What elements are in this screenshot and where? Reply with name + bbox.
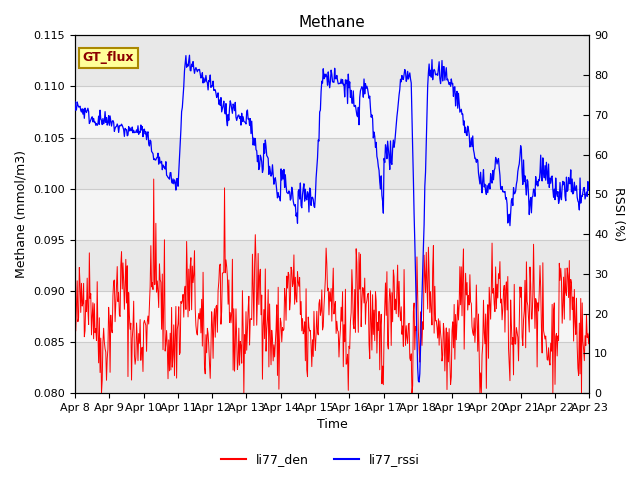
li77_rssi bbox=[186, 52, 193, 58]
li77_rssi bbox=[415, 379, 423, 385]
Bar bbox=[75, 240, 589, 291]
li77_rssi bbox=[586, 186, 593, 192]
Y-axis label: RSSI (%): RSSI (%) bbox=[612, 187, 625, 241]
Y-axis label: Methane (mmol/m3): Methane (mmol/m3) bbox=[15, 150, 28, 278]
Line: li77_den: li77_den bbox=[75, 179, 589, 393]
li77_rssi bbox=[396, 92, 403, 98]
li77_den bbox=[586, 330, 593, 336]
li77_rssi bbox=[186, 68, 194, 73]
X-axis label: Time: Time bbox=[317, 419, 348, 432]
li77_rssi bbox=[214, 93, 221, 98]
li77_den bbox=[187, 255, 195, 261]
Bar bbox=[75, 36, 589, 86]
Legend: li77_den, li77_rssi: li77_den, li77_rssi bbox=[216, 448, 424, 471]
Line: li77_rssi: li77_rssi bbox=[75, 55, 589, 382]
li77_den bbox=[134, 358, 142, 363]
li77_den bbox=[411, 347, 419, 353]
li77_rssi bbox=[71, 99, 79, 105]
li77_den bbox=[98, 390, 106, 396]
li77_den bbox=[214, 288, 222, 293]
Bar bbox=[75, 138, 589, 189]
Bar bbox=[75, 342, 589, 393]
li77_den bbox=[396, 308, 404, 313]
li77_den bbox=[150, 176, 157, 182]
li77_den bbox=[71, 315, 79, 321]
li77_rssi bbox=[410, 211, 418, 217]
li77_rssi bbox=[133, 130, 141, 135]
Title: Methane: Methane bbox=[299, 15, 365, 30]
Text: GT_flux: GT_flux bbox=[83, 51, 134, 64]
li77_den bbox=[81, 334, 88, 340]
li77_rssi bbox=[81, 115, 88, 121]
